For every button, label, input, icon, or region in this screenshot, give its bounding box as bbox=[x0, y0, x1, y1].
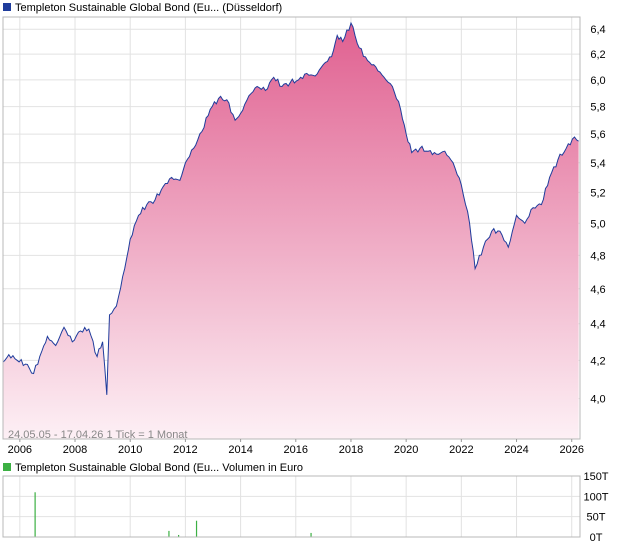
volume-bar bbox=[168, 530, 170, 537]
price-legend-label: Templeton Sustainable Global Bond (Eu...… bbox=[15, 2, 282, 14]
y-tick-label: 6,2 bbox=[590, 49, 605, 61]
x-tick-label: 2026 bbox=[559, 444, 583, 456]
volume-y-tick-label: 50T bbox=[587, 512, 606, 524]
volume-y-tick-label: 100T bbox=[583, 491, 608, 503]
y-tick-label: 4,0 bbox=[590, 394, 605, 406]
x-tick-label: 2020 bbox=[394, 444, 418, 456]
volume-plot-frame bbox=[2, 475, 581, 538]
volume-y-tick-label: 150T bbox=[583, 471, 608, 483]
y-tick-label: 5,8 bbox=[590, 102, 605, 114]
x-tick-label: 2012 bbox=[173, 444, 197, 456]
volume-y-tick-label: 0T bbox=[590, 532, 603, 544]
volume-bar bbox=[195, 520, 198, 537]
y-tick-label: 6,0 bbox=[590, 75, 605, 87]
volume-bar bbox=[310, 532, 312, 537]
volume-legend-swatch bbox=[3, 463, 11, 471]
x-tick-label: 2010 bbox=[118, 444, 142, 456]
x-tick-label: 2016 bbox=[284, 444, 308, 456]
price-y-axis: 4,0 4,2 4,4 4,6 4,8 5,0 5,2 5,4 5,6 5,8 6,0 6,2 6,4 bbox=[590, 24, 605, 405]
volume-grid bbox=[3, 475, 580, 538]
volume-legend-label: Templeton Sustainable Global Bond (Eu...… bbox=[15, 462, 303, 474]
price-x-axis: 2006 2008 2010 2012 2014 2016 2018 2020 2022 2024… bbox=[8, 439, 584, 456]
y-tick-label: 6,4 bbox=[590, 24, 605, 36]
volume-bar bbox=[178, 534, 180, 537]
y-tick-label: 4,4 bbox=[590, 319, 605, 331]
x-tick-label: 2008 bbox=[63, 444, 87, 456]
y-tick-label: 5,4 bbox=[590, 158, 605, 170]
x-tick-label: 2018 bbox=[339, 444, 363, 456]
volume-bar bbox=[34, 492, 36, 537]
x-tick-label: 2006 bbox=[8, 444, 32, 456]
y-tick-label: 5,2 bbox=[590, 187, 605, 199]
y-tick-label: 4,6 bbox=[590, 284, 605, 296]
date-range-note: 24.05.05 - 17.04.26 1 Tick = 1 Monat bbox=[8, 429, 187, 441]
y-tick-label: 4,2 bbox=[590, 355, 605, 367]
y-tick-label: 5,0 bbox=[590, 218, 605, 230]
x-tick-label: 2022 bbox=[449, 444, 473, 456]
volume-bars bbox=[34, 492, 312, 537]
price-area bbox=[3, 23, 579, 439]
volume-y-axis: 0T 50T 100T 150T bbox=[583, 471, 608, 544]
x-tick-label: 2024 bbox=[504, 444, 528, 456]
price-legend-swatch bbox=[3, 3, 11, 11]
y-tick-label: 4,8 bbox=[590, 250, 605, 262]
x-tick-label: 2014 bbox=[228, 444, 252, 456]
y-tick-label: 5,6 bbox=[590, 129, 605, 141]
price-plot-frame bbox=[2, 16, 581, 440]
price-line bbox=[2, 21, 579, 395]
